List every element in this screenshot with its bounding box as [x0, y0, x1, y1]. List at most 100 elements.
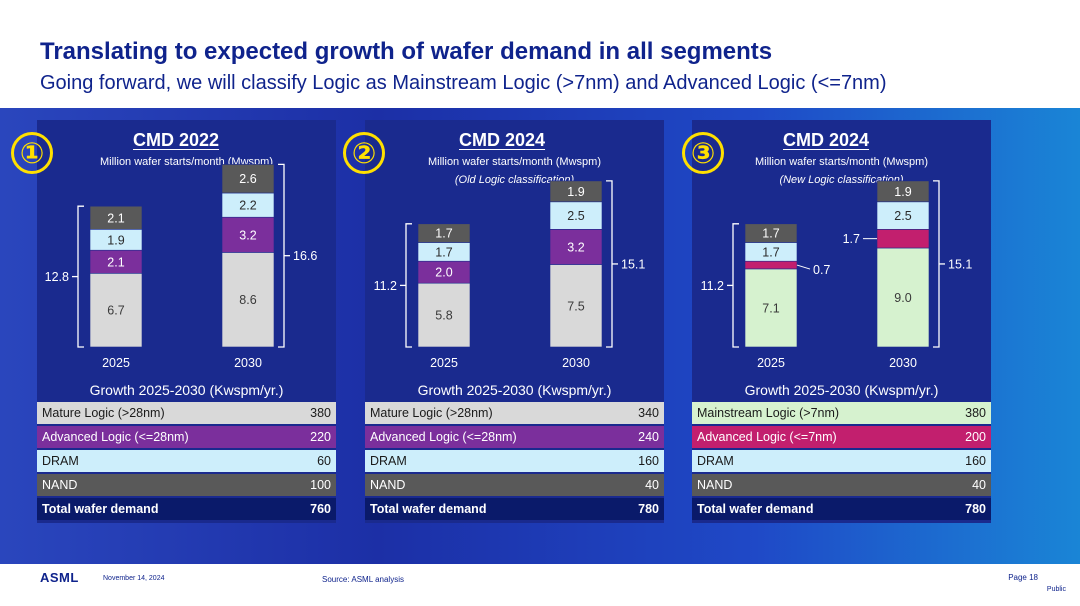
growth-heading: Growth 2025-2030 (Kwspm/yr.): [417, 382, 612, 398]
bar-value-label: 1.9: [894, 185, 911, 199]
row-value: 780: [638, 502, 659, 516]
bar-segment-nand: [417, 223, 471, 243]
panel-number-badge: ③: [682, 132, 724, 174]
bar-segment-nand: [744, 223, 798, 243]
bar-segment-advanced-logic-28nm-: [549, 229, 603, 265]
growth-heading: Growth 2025-2030 (Kwspm/yr.): [89, 382, 284, 398]
bar-value-label: 1.7: [435, 245, 452, 259]
row-value: 160: [638, 454, 659, 468]
table-row: Mainstream Logic (>7nm) 380: [692, 402, 991, 424]
bar-value-label: 7.5: [567, 299, 584, 313]
bar-value-label: 7.1: [762, 301, 779, 315]
total-label: 15.1: [948, 257, 972, 271]
unit-label: Million wafer starts/month (Mwspm): [428, 156, 601, 168]
bar-value-label: 2.5: [567, 209, 584, 223]
stacked-bar-chart: 6.7 2.1 1.9 2.1 2025 12.8 8.6 3.2 2.2 2.6 2030 16.6: [45, 163, 317, 370]
row-label: Advanced Logic (<=28nm): [370, 430, 517, 444]
bar-value-label: 6.7: [107, 304, 124, 318]
slide-footer: [0, 564, 1080, 606]
table-row: DRAM 160: [365, 450, 664, 472]
row-label: Mature Logic (>28nm): [370, 406, 493, 420]
bar-segment-nand: [89, 205, 143, 230]
panel-title: CMD 2022: [133, 130, 220, 150]
category-label: 2025: [430, 356, 458, 370]
table-row: Advanced Logic (<=28nm) 240: [365, 426, 664, 448]
category-label: 2025: [757, 356, 785, 370]
category-label: 2025: [102, 356, 130, 370]
bar-value-label: 2.0: [435, 266, 452, 280]
table-row: NAND 40: [692, 474, 991, 496]
table-row: NAND 40: [365, 474, 664, 496]
total-label: 11.2: [374, 279, 397, 293]
total-bracket: [933, 180, 940, 348]
bar-segment-nand: [549, 180, 603, 203]
row-label: NAND: [370, 478, 406, 492]
row-label: Mainstream Logic (>7nm): [697, 406, 840, 420]
unit-label: Million wafer starts/month (Mwspm): [755, 156, 928, 168]
row-value: 760: [310, 502, 331, 516]
total-bracket: [77, 205, 84, 348]
asml-logo: ASML: [40, 570, 79, 585]
bar-value-label: 1.9: [567, 185, 584, 199]
row-value: 40: [972, 478, 986, 492]
bar-value-label: 1.7: [762, 245, 779, 259]
bar-value-label: 1.7: [435, 227, 452, 241]
footer-classification: Public: [1046, 586, 1066, 593]
bar-value-label: 2.5: [894, 209, 911, 223]
panel-title: CMD 2024: [459, 130, 546, 150]
bar-value-label: 1.9: [107, 233, 124, 247]
panel-title: CMD 2024: [783, 130, 870, 150]
table-row: DRAM 160: [692, 450, 991, 472]
row-label: NAND: [697, 478, 733, 492]
footer-date: November 14, 2024: [103, 575, 165, 582]
bar-value-label: 3.2: [239, 228, 256, 242]
row-label: Total wafer demand: [42, 502, 159, 516]
bar-segment-mature-logic-28nm-: [89, 273, 143, 348]
total-row: Total wafer demand 780: [692, 498, 991, 520]
panel-number-badge: ②: [343, 132, 385, 174]
footer-source: Source: ASML analysis: [322, 575, 404, 584]
total-label: 16.6: [293, 249, 317, 263]
row-value: 380: [310, 406, 331, 420]
bar-segment-advanced-logic-7nm-: [744, 260, 798, 270]
slide-subtitle: Going forward, we will classify Logic as…: [40, 72, 887, 94]
table-row: NAND 100: [37, 474, 336, 496]
total-bracket: [405, 223, 412, 348]
row-value: 100: [310, 478, 331, 492]
row-value: 160: [965, 454, 986, 468]
bar-segment-nand: [876, 180, 930, 203]
classification-note: (Old Logic classification): [454, 174, 575, 186]
slide-header: Translating to expected growth of wafer …: [0, 0, 1080, 108]
total-label: 15.1: [621, 257, 645, 271]
panel-cmd-2022: ① CMD 2022 Million wafer starts/month (M…: [11, 120, 336, 523]
bar-segment-advanced-logic-28nm-: [221, 216, 275, 253]
stacked-bar-chart: 7.1 1.7 1.7 2025 11.2 0.7 9.0 2.5 1.9 2030 15.1 1.7: [701, 180, 972, 370]
stacked-bar-chart: 5.8 2.0 1.7 1.7 2025 11.2 7.5 3.2 2.5 1.9 2030 15.1: [374, 180, 645, 370]
row-label: DRAM: [42, 454, 79, 468]
total-label: 11.2: [701, 279, 724, 293]
bar-segment-dram: [549, 201, 603, 230]
row-label: Advanced Logic (<=28nm): [42, 430, 189, 444]
row-value: 340: [638, 406, 659, 420]
callout-label: 0.7: [813, 263, 830, 277]
bar-value-label: 2.6: [239, 172, 256, 186]
table-row: Advanced Logic (<=7nm) 200: [692, 426, 991, 448]
total-bracket: [732, 223, 739, 348]
bar-segment-mature-logic-28nm-: [549, 264, 603, 348]
panel-number-badge: ①: [11, 132, 53, 174]
total-row: Total wafer demand 780: [365, 498, 664, 520]
bar-segment-mature-logic-28nm-: [221, 252, 275, 348]
bar-segment-mainstream-logic-7nm-: [744, 268, 798, 348]
total-row: Total wafer demand 760: [37, 498, 336, 520]
table-row: Mature Logic (>28nm) 380: [37, 402, 336, 424]
row-label: Mature Logic (>28nm): [42, 406, 165, 420]
row-value: 780: [965, 502, 986, 516]
row-value: 200: [965, 430, 986, 444]
row-label: DRAM: [370, 454, 407, 468]
bar-value-label: 3.2: [567, 240, 584, 254]
classification-note: (New Logic classification): [779, 174, 904, 186]
bar-segment-mature-logic-28nm-: [417, 282, 471, 348]
bar-value-label: 2.1: [107, 211, 124, 225]
row-value: 240: [638, 430, 659, 444]
bar-segment-mainstream-logic-7nm-: [876, 247, 930, 348]
